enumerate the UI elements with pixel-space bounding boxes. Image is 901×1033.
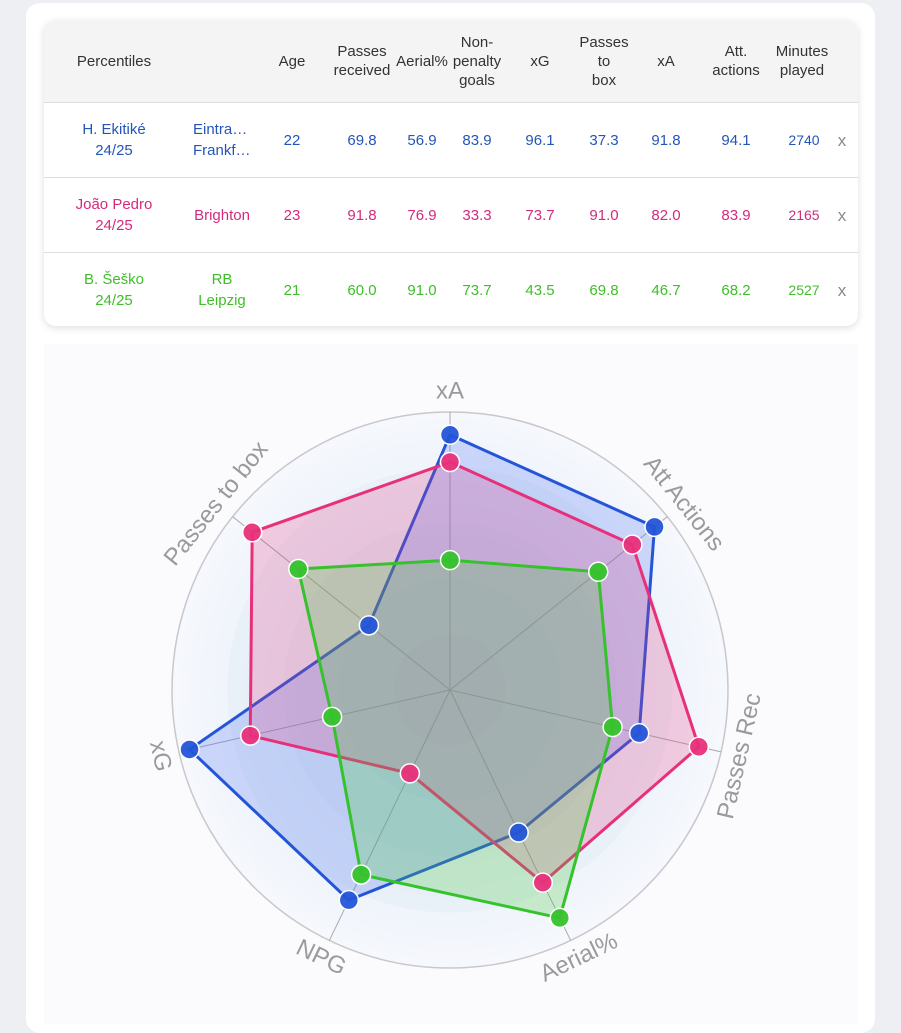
team-line-1: RB: [211, 271, 233, 288]
radar-point[interactable]: [321, 706, 343, 728]
radar-series-polygon: [248, 460, 701, 885]
header-att-actions: Att. actions: [712, 43, 760, 79]
radar-series-1: [248, 460, 701, 885]
radar-series-0: [188, 433, 657, 902]
xg-cell: 96.1: [525, 131, 555, 149]
age-cell: 22: [283, 131, 301, 149]
radar-point[interactable]: [439, 549, 461, 571]
att-actions-cell: 68.2: [721, 281, 751, 299]
team-cell: RB Leipzig: [190, 253, 254, 326]
att-actions-cell: 83.9: [721, 206, 751, 224]
radar-spoke: [178, 689, 451, 753]
team-line-1: Eintracht: [193, 121, 251, 138]
radar-axis-label: xG: [144, 738, 177, 774]
radar-point[interactable]: [644, 516, 665, 538]
radar-point[interactable]: [688, 736, 710, 758]
radar-point[interactable]: [622, 534, 643, 555]
radar-axis-label: xA: [436, 377, 464, 404]
team-line-1: Brighton: [194, 206, 250, 224]
passes-received-cell: 69.8: [347, 131, 377, 149]
radar-point[interactable]: [241, 522, 263, 543]
radar-point[interactable]: [240, 725, 261, 746]
att-actions-cell: 94.1: [721, 131, 751, 149]
radar-series-2: [296, 558, 615, 920]
npg-cell: 33.3: [462, 206, 492, 224]
radar-point[interactable]: [439, 424, 461, 446]
radar-point[interactable]: [587, 561, 609, 583]
remove-player-button[interactable]: x: [837, 130, 847, 150]
remove-player-button[interactable]: x: [837, 205, 847, 225]
player-name-cell[interactable]: H. Ekitiké 24/25: [82, 121, 146, 159]
radar-spoke: [449, 689, 572, 941]
aerial-cell: 91.0: [407, 281, 437, 299]
radar-series-points-0: [179, 424, 665, 911]
radar-point[interactable]: [602, 716, 623, 738]
radar-point[interactable]: [532, 872, 554, 893]
radar-series-points-2: [288, 549, 623, 929]
radar-series-polygon: [296, 558, 615, 920]
radar-series-polygon: [188, 433, 657, 902]
minutes-cell: 2165: [788, 206, 820, 223]
radar-spoke: [232, 516, 451, 691]
minutes-cell: 2740: [788, 131, 820, 148]
passes-to-box-cell: 91.0: [589, 206, 619, 224]
aerial-cell: 56.9: [407, 131, 437, 149]
passes-to-box-cell: 69.8: [589, 281, 619, 299]
team-cell: Eintracht Frankfurt: [190, 103, 254, 177]
radar-point[interactable]: [350, 864, 372, 885]
radar-series-points-1: [240, 451, 710, 893]
table-row: João Pedro 24/25 Brighton 23 91.8 76.9 33.3 73…: [44, 178, 858, 253]
xa-cell: 46.7: [651, 281, 681, 299]
xg-cell: 43.5: [525, 281, 555, 299]
table-row: B. Šeško 24/25 RB Leipzig 21 60.0 91.0 73.7 43.…: [44, 253, 858, 326]
header-minutes-played: Minutes played: [775, 43, 829, 79]
header-xa: xA: [657, 52, 675, 70]
header-aerial: Aerial%: [396, 52, 448, 70]
age-cell: 21: [283, 281, 301, 299]
radar-point[interactable]: [288, 558, 309, 580]
header-xg: xG: [530, 52, 550, 70]
passes-to-box-cell: 37.3: [589, 131, 619, 149]
percentiles-table: Percentiles Age Passes received Aerial% …: [44, 20, 858, 326]
player-name-cell[interactable]: João Pedro 24/25: [75, 196, 153, 234]
npg-cell: 73.7: [462, 281, 492, 299]
aerial-cell: 76.9: [407, 206, 437, 224]
player-name-cell[interactable]: B. Šeško 24/25: [83, 271, 145, 309]
xa-cell: 82.0: [651, 206, 681, 224]
radar-point[interactable]: [508, 822, 529, 843]
radar-point[interactable]: [628, 722, 650, 744]
team-cell: Brighton: [190, 178, 254, 252]
table-header: Percentiles Age Passes received Aerial% …: [44, 20, 858, 103]
radar-point[interactable]: [338, 889, 360, 911]
radar-point[interactable]: [358, 615, 380, 636]
radar-point[interactable]: [179, 739, 200, 760]
header-passes-to-box: Passes to box: [579, 33, 629, 89]
passes-received-cell: 91.8: [347, 206, 377, 224]
header-npg: Non- penalty goals: [452, 33, 502, 89]
radar-point[interactable]: [549, 907, 571, 929]
header-percentiles: Percentiles: [76, 52, 152, 70]
age-cell: 23: [283, 206, 301, 224]
minutes-cell: 2527: [788, 281, 820, 298]
npg-cell: 83.9: [462, 131, 492, 149]
xa-cell: 91.8: [651, 131, 681, 149]
table-row: H. Ekitiké 24/25 Eintracht Frankfurt 22 69.8…: [44, 103, 858, 178]
radar-point[interactable]: [399, 763, 421, 784]
header-age: Age: [278, 52, 306, 70]
remove-player-button[interactable]: x: [837, 280, 847, 300]
team-line-2: Leipzig: [198, 292, 246, 309]
radar-point[interactable]: [439, 451, 461, 473]
passes-received-cell: 60.0: [347, 281, 377, 299]
xg-cell: 73.7: [525, 206, 555, 224]
radar-spoke: [449, 689, 722, 753]
header-passes-received: Passes received: [333, 43, 391, 79]
radar-chart-panel: xA Att Actions Passes Rec Aerial% NPG xG Passe…: [44, 344, 858, 1024]
team-line-2: Frankfurt: [193, 142, 251, 159]
